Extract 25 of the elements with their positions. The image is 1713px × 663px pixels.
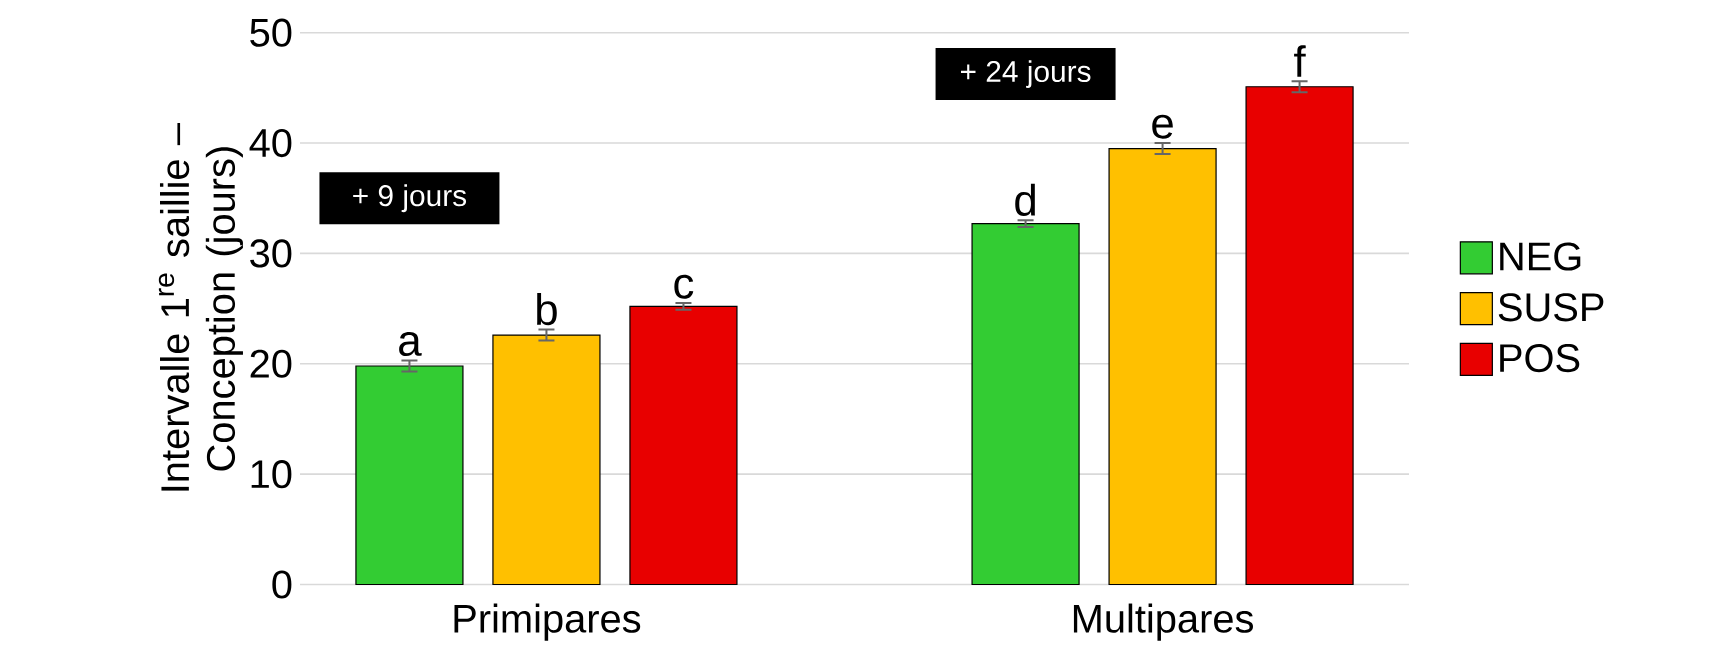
data-label: b — [537, 292, 557, 326]
data-label: e — [1152, 114, 1173, 139]
annotation: + 24 jours — [960, 60, 1091, 88]
y-tick-label: 10 — [251, 460, 292, 489]
bar — [1108, 147, 1217, 586]
x-tick-label: Primipares — [454, 603, 641, 641]
y-tick-label: 30 — [250, 239, 292, 268]
y-tick-label: 50 — [250, 18, 292, 47]
data-label: d — [1015, 183, 1035, 216]
legend-label: SUSP — [1498, 293, 1604, 322]
data-label: a — [399, 332, 422, 357]
data-label: c — [674, 274, 694, 299]
legend-label: NEG — [1500, 242, 1581, 271]
bar — [492, 334, 601, 586]
y-tick-label: 40 — [249, 128, 292, 158]
bar — [1245, 86, 1354, 586]
y-tick-label: 20 — [250, 349, 292, 378]
annotation: + 9 jours — [353, 184, 467, 213]
data-label: f — [1294, 45, 1306, 77]
bar — [629, 305, 738, 586]
bar — [355, 365, 464, 586]
x-tick-label: Multipares — [1073, 603, 1253, 641]
y-tick-label: 0 — [272, 570, 292, 599]
legend-label: POS — [1500, 343, 1580, 373]
bar — [971, 223, 1080, 586]
